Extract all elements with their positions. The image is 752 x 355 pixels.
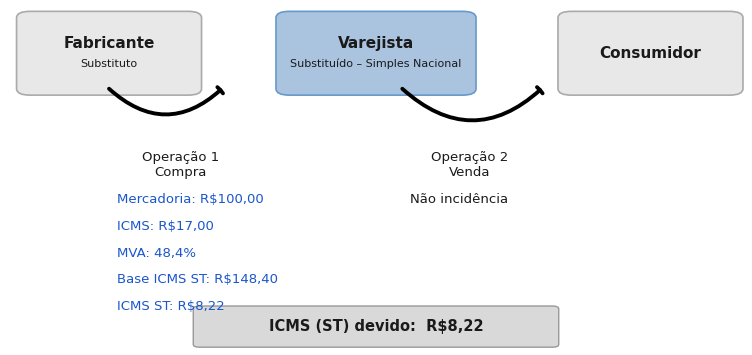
Text: Base ICMS ST: R$148,40: Base ICMS ST: R$148,40	[117, 273, 277, 286]
Text: Substituído – Simples Nacional: Substituído – Simples Nacional	[290, 59, 462, 69]
Text: Mercadoria: R$100,00: Mercadoria: R$100,00	[117, 193, 263, 207]
FancyBboxPatch shape	[17, 11, 202, 95]
Text: MVA: 48,4%: MVA: 48,4%	[117, 247, 196, 260]
Text: Operação 1
Compra: Operação 1 Compra	[142, 151, 219, 179]
Text: Não incidência: Não incidência	[410, 193, 508, 207]
FancyBboxPatch shape	[276, 11, 476, 95]
Text: ICMS (ST) devido:  R$8,22: ICMS (ST) devido: R$8,22	[268, 319, 484, 334]
Text: Consumidor: Consumidor	[599, 46, 702, 61]
Text: ICMS: R$17,00: ICMS: R$17,00	[117, 220, 214, 233]
Text: Fabricante: Fabricante	[63, 36, 155, 51]
Text: Operação 2
Venda: Operação 2 Venda	[432, 151, 508, 179]
FancyBboxPatch shape	[193, 306, 559, 347]
Text: ICMS ST: R$8,22: ICMS ST: R$8,22	[117, 300, 224, 313]
FancyBboxPatch shape	[558, 11, 743, 95]
Text: Substituto: Substituto	[80, 59, 138, 69]
Text: Varejista: Varejista	[338, 36, 414, 51]
